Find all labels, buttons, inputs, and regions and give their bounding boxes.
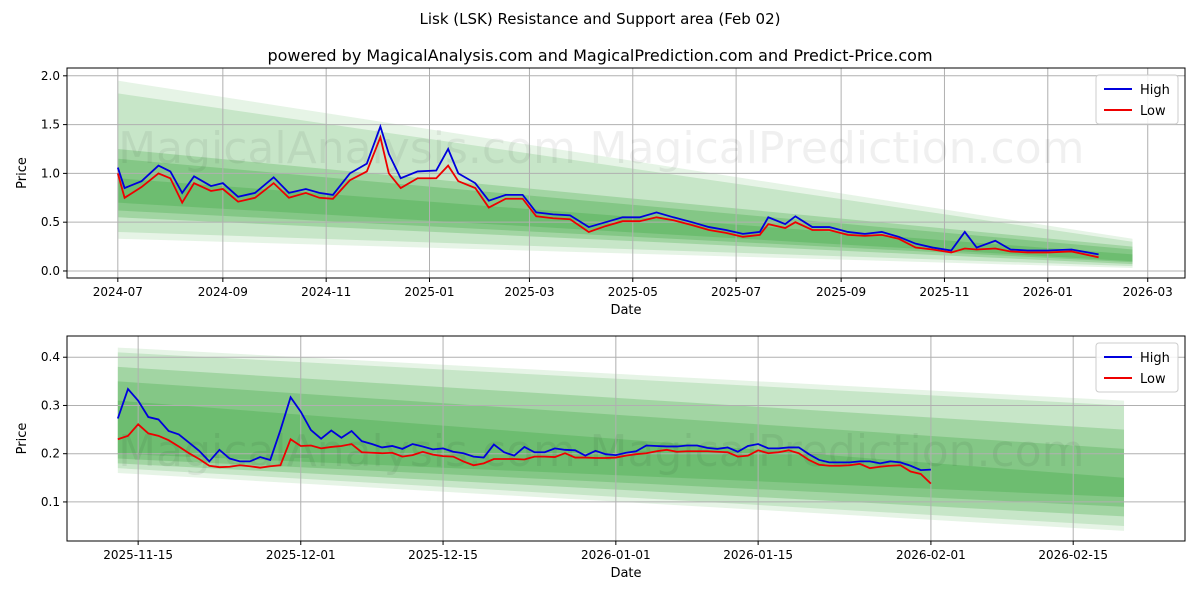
support-resistance-band: [117, 352, 1125, 527]
x-tick-label: 2025-12-15: [408, 548, 478, 562]
x-tick-label: 2025-11: [919, 285, 969, 299]
legend-label-high: High: [1140, 351, 1170, 366]
y-tick-label: 0.1: [41, 495, 60, 509]
support-resistance-band: [117, 381, 1125, 507]
y-tick-label: 1.0: [41, 166, 60, 180]
x-tick-label: 2025-05: [608, 285, 658, 299]
chart-zoomed: 2025-11-15 2025-12-01 2025-12-15 2026-01-01…: [15, 335, 1186, 581]
legend-label-low: Low: [1140, 104, 1166, 119]
support-resistance-band: [117, 347, 1125, 531]
x-tick-label: 2024-09: [198, 285, 248, 299]
x-tick-label: 2026-02-01: [896, 548, 966, 562]
chart-title: Lisk (LSK) Resistance and Support area (…: [419, 10, 781, 28]
series-line-high: [116, 387, 931, 472]
legend-box: [1095, 342, 1179, 393]
y-tick-label: 0.0: [41, 264, 60, 278]
legend-box: [1095, 74, 1179, 125]
x-tick-label: 2025-01: [404, 285, 454, 299]
x-tick-label: 2026-01-01: [581, 548, 651, 562]
y-tick-label: 1.5: [41, 118, 60, 132]
y-tick-label: 2.0: [41, 69, 60, 83]
axes-frame: [66, 335, 1186, 542]
watermark: MagicalAnalysis.com: [118, 123, 576, 174]
x-tick-label: 2025-11-15: [103, 548, 173, 562]
axes-frame: [66, 67, 1186, 279]
y-tick-label: 0.2: [41, 447, 60, 461]
y-tick-label: 0.5: [41, 215, 60, 229]
x-tick-label: 2025-07: [711, 285, 761, 299]
y-axis-label: Price: [15, 423, 30, 455]
y-tick-label: 0.3: [41, 398, 60, 412]
series-line-low: [117, 422, 932, 485]
y-tick-label: 0.4: [41, 350, 60, 364]
x-tick-label: 2025-03: [504, 285, 554, 299]
support-resistance-band: [117, 158, 1133, 263]
y-axis-label: Price: [15, 157, 30, 189]
watermark: MagicalPrediction.com: [590, 123, 1085, 174]
legend-label-high: High: [1140, 83, 1170, 98]
series-line-low: [116, 134, 1099, 259]
x-axis-label: Date: [610, 303, 641, 318]
legend-label-low: Low: [1140, 372, 1166, 387]
x-tick-label: 2026-01: [1023, 285, 1073, 299]
support-resistance-band: [117, 93, 1133, 267]
x-axis-label: Date: [610, 566, 641, 581]
x-tick-label: 2026-01-15: [723, 548, 793, 562]
x-tick-label: 2026-02-15: [1038, 548, 1108, 562]
watermark: MagicalPrediction.com: [590, 426, 1085, 477]
x-tick-label: 2025-09: [816, 285, 866, 299]
support-resistance-band: [117, 80, 1133, 269]
x-tick-label: 2024-11: [301, 285, 351, 299]
legend: High Low: [1095, 74, 1179, 125]
series-line-high: [116, 123, 1099, 256]
support-resistance-band: [117, 366, 1125, 517]
chart-subtitle: powered by MagicalAnalysis.com and Magic…: [267, 46, 933, 65]
chart-full: 2024-07 2024-09 2024-11 2025-01 2025-03 2025-…: [15, 67, 1186, 318]
x-tick-label: 2025-12-01: [266, 548, 336, 562]
support-resistance-band: [117, 178, 1133, 262]
support-resistance-band: [117, 400, 1125, 498]
legend: High Low: [1095, 342, 1179, 393]
x-tick-label: 2024-07: [93, 285, 143, 299]
x-tick-label: 2026-03: [1123, 285, 1173, 299]
